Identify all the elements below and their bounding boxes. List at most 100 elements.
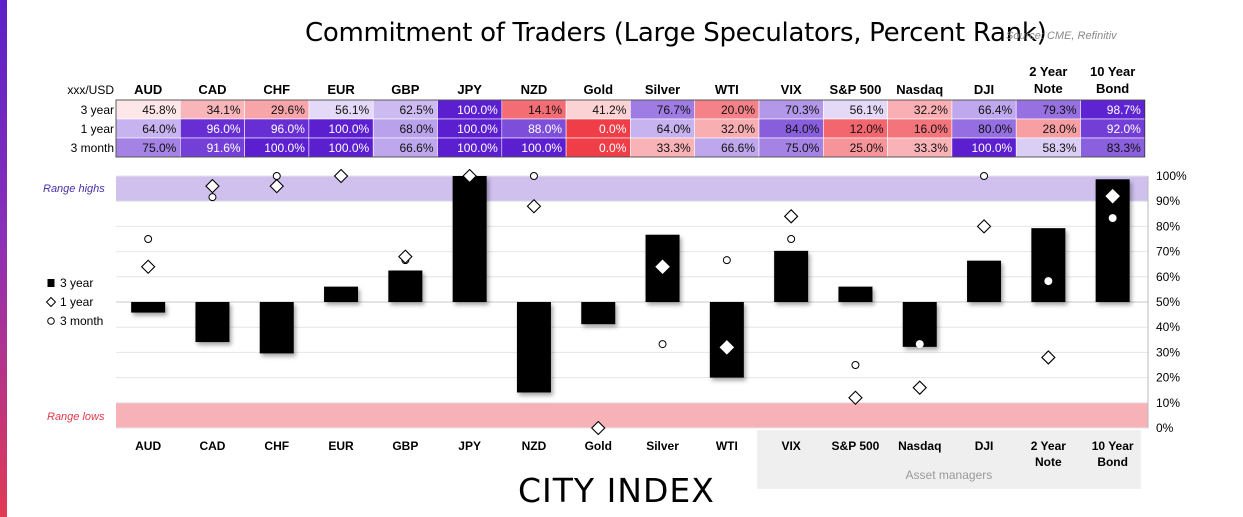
table-cell-value: 91.6% [207,141,241,155]
point-1year [783,209,799,224]
brand-logo: CITY INDEX [518,471,715,510]
table-cell-value: 32.0% [721,122,755,136]
x-tick-label-line: 10 Year [1092,439,1134,453]
table-row-label-1: 1 year [81,122,114,136]
table-header-line: DJI [974,82,994,97]
x-tick-label-line: CAD [199,439,225,453]
table-cell-value: 62.5% [399,103,433,117]
legend-label-1: 1 year [60,295,93,309]
x-tick-label-6: NZD [522,439,547,453]
table-cell-value: 83.3% [1107,141,1141,155]
table-header-line: Silver [645,82,680,97]
table-cell-value: 45.8% [142,103,176,117]
y-tick-label: 10% [1156,396,1180,410]
table-cell-value: 33.3% [657,141,691,155]
point-3month [1108,214,1117,223]
table-corner-label: xxx/USD [67,83,114,97]
table-cell-value: 75.0% [142,141,176,155]
table-cell-value: 76.7% [657,103,691,117]
x-tick-label-line: Nasdaq [898,439,941,453]
table-header-line: 10 Year [1090,64,1135,79]
range-highs-band [116,176,1148,202]
x-tick-label-line: VIX [781,439,800,453]
x-tick-label-7: Gold [585,439,612,453]
table-header-15: 10 Year Bond [1090,64,1135,96]
table-header-0: AUD [134,82,162,97]
x-tick-label-10: VIX [781,439,800,453]
table-header-7: Gold [583,82,613,97]
table-header-line: CAD [198,82,226,97]
table-row-label-2: 3 month [71,141,114,155]
bar-3year-wti [709,302,744,378]
y-tick-label: 40% [1156,320,1180,334]
point-1year [462,168,477,184]
x-tick-label-15: 10 Year Bond [1092,439,1134,469]
point-3month [722,256,731,265]
table-cell-value: 98.7% [1107,103,1141,117]
table-cell-value: 14.1% [528,103,562,117]
x-tick-label-8: Silver [646,439,679,453]
table-cell-value: 41.2% [592,103,626,117]
table-header-9: WTI [715,82,739,97]
x-tick-label-0: AUD [135,439,161,453]
x-tick-label-line: GBP [392,439,418,453]
legend-label-2: 3 month [60,314,103,328]
legend-circle-icon [47,317,55,325]
point-3month [980,172,989,180]
x-tick-label-line: S&P 500 [832,439,880,453]
point-1year [1041,350,1056,365]
x-tick-label-line: WTI [716,439,738,453]
point-1year [590,420,606,436]
table-header-5: JPY [457,82,482,97]
table-cell-value: 100.0% [328,122,369,136]
x-tick-label-line: Silver [646,439,679,453]
bar-3year-2-year-note [1031,228,1066,302]
bar-3year-aud [131,302,166,313]
x-tick-label-5: JPY [458,439,481,453]
table-header-line: WTI [715,82,739,97]
table-cell-value: 79.3% [1042,103,1076,117]
table-header-line: JPY [457,82,482,97]
point-3month [1044,277,1053,286]
table-cell-value: 100.0% [457,141,498,155]
point-3month [915,340,924,349]
table-cell-value: 32.2% [914,103,948,117]
source-note: Source: CME, Refinitiv [1006,30,1117,42]
x-tick-label-4: GBP [392,439,418,453]
table-header-line: S&P 500 [830,82,882,97]
table-cell-value: 88.0% [528,122,562,136]
table-cell-value: 28.0% [1042,122,1076,136]
table-header-3: EUR [327,82,355,97]
x-tick-label-9: WTI [716,439,738,453]
table-cell-value: 84.0% [785,122,819,136]
point-1year [976,219,992,234]
table-cell-value: 16.0% [914,122,948,136]
table-cell-value: 100.0% [264,141,305,155]
table-cell-value: 100.0% [328,141,369,155]
asset-managers-group: Asset managers [757,430,1141,489]
table-header-line: 2 Year [1029,64,1067,79]
bar-3year-s-p-500 [838,286,873,302]
point-1year [1105,188,1120,204]
x-axis-labels: AUD CAD CHF EUR GBP JPY NZD Gold Silver WTI VIX S&P… [135,439,1134,469]
plot-area: 0% 10% 20% 30% 40% 50% 60% 70% 80% 90% 100% Range h… [43,168,1187,436]
table-cell-value: 96.0% [207,122,241,136]
table-cell-value: 64.0% [142,122,176,136]
table-cell-value: 58.3% [1042,141,1076,155]
bar-3year-chf [259,302,294,354]
x-tick-label-line: CHF [264,439,289,453]
table-header-line: Gold [583,82,613,97]
x-tick-label-line: Note [1035,455,1062,469]
y-tick-label: 70% [1156,245,1180,259]
range-lows-label: Range lows [47,411,105,423]
point-1year [719,340,735,355]
point-3month [272,172,281,180]
bar-3year-dji [967,260,1002,302]
table-header-line: AUD [134,82,162,97]
y-tick-label: 20% [1156,371,1180,385]
x-tick-label-line: AUD [135,439,161,453]
bar-3year-jpy [452,176,487,302]
y-tick-label: 80% [1156,219,1180,233]
table-header-8: Silver [645,82,680,97]
